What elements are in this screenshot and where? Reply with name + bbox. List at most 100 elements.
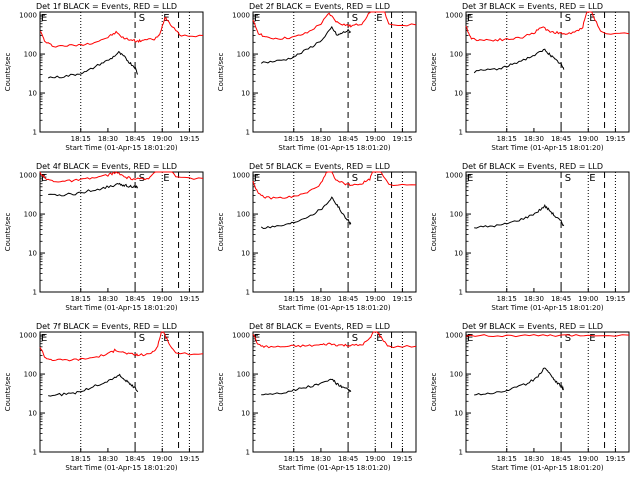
x-tick-label: 18:30 <box>311 135 331 143</box>
series-red-lld <box>252 171 417 200</box>
chart-title: Det 9f BLACK = Events, RED = LLD <box>462 322 603 331</box>
x-tick-label: 18:15 <box>284 455 304 463</box>
y-tick-label: 1000 <box>19 332 37 340</box>
x-tick-label: 19:00 <box>365 455 385 463</box>
x-tick-label: 18:15 <box>497 135 517 143</box>
chart-title: Det 5f BLACK = Events, RED = LLD <box>249 162 390 171</box>
x-tick-label: 18:15 <box>497 295 517 303</box>
event-marker-E: E <box>376 173 382 184</box>
x-tick-label: 18:30 <box>98 455 118 463</box>
x-tick-label: 18:45 <box>551 455 571 463</box>
event-marker-S: S <box>139 13 145 24</box>
event-marker-S: S <box>565 333 571 344</box>
x-tick-label: 18:30 <box>311 455 331 463</box>
y-tick-label: 10 <box>454 250 463 258</box>
y-axis-label: Counts/sec <box>430 53 438 92</box>
series-black-events <box>260 25 352 64</box>
event-marker-E: E <box>589 333 595 344</box>
series-red-lld <box>39 171 204 183</box>
x-axis-label: Start Time (01-Apr-15 18:01:20) <box>278 464 390 472</box>
y-axis-label: Counts/sec <box>217 373 225 412</box>
event-marker-E: E <box>589 173 595 184</box>
y-axis-label: Counts/sec <box>4 53 12 92</box>
panel-6: Det 6f BLACK = Events, RED = LLD 1 10 100 10… <box>430 162 630 312</box>
x-tick-label: 18:30 <box>98 295 118 303</box>
plot-frame <box>465 11 630 133</box>
plot-frame <box>465 331 630 453</box>
y-axis-label: Counts/sec <box>217 213 225 252</box>
plot-frame <box>465 171 630 293</box>
event-marker-E: E <box>163 173 169 184</box>
panel-7: Det 7f BLACK = Events, RED = LLD 1 10 100 10… <box>4 322 204 472</box>
series-black-events <box>474 367 564 396</box>
x-tick-label: 19:15 <box>605 455 625 463</box>
event-marker-S: S <box>352 173 358 184</box>
event-marker-S: S <box>352 13 358 24</box>
y-tick-label: 10 <box>241 410 250 418</box>
x-tick-label: 18:45 <box>551 135 571 143</box>
x-tick-label: 19:00 <box>578 135 598 143</box>
y-axis-label: Counts/sec <box>430 213 438 252</box>
plot-frame <box>39 11 204 133</box>
chart-title: Det 3f BLACK = Events, RED = LLD <box>462 2 603 11</box>
panel-4: Det 4f BLACK = Events, RED = LLD 1 10 100 10… <box>4 162 204 312</box>
x-tick-label: 18:45 <box>125 295 145 303</box>
x-axis-label: Start Time (01-Apr-15 18:01:20) <box>65 304 177 312</box>
x-tick-label: 19:00 <box>152 455 172 463</box>
series-black-events <box>47 50 139 79</box>
y-axis-label: Counts/sec <box>4 373 12 412</box>
series-black-events <box>473 48 565 74</box>
panel-2: Det 2f BLACK = Events, RED = LLD 1 10 100 10… <box>217 2 417 152</box>
x-tick-label: 18:45 <box>338 135 358 143</box>
chart-title: Det 8f BLACK = Events, RED = LLD <box>249 322 390 331</box>
series-black-events <box>48 182 139 197</box>
event-marker-E: E <box>376 333 382 344</box>
x-axis-label: Start Time (01-Apr-15 18:01:20) <box>491 464 603 472</box>
chart-title: Det 4f BLACK = Events, RED = LLD <box>36 162 177 171</box>
y-tick-label: 1 <box>33 289 37 297</box>
x-tick-label: 18:30 <box>524 135 544 143</box>
event-marker-E: E <box>41 13 47 24</box>
y-tick-label: 10 <box>28 410 37 418</box>
y-tick-label: 100 <box>24 211 37 219</box>
x-tick-label: 18:30 <box>524 455 544 463</box>
y-tick-label: 1 <box>459 129 463 137</box>
x-tick-label: 18:45 <box>338 455 358 463</box>
series-red-lld <box>252 331 417 349</box>
x-tick-label: 18:15 <box>71 135 91 143</box>
x-axis-label: Start Time (01-Apr-15 18:01:20) <box>491 304 603 312</box>
plot-frame <box>39 171 204 293</box>
x-tick-label: 18:45 <box>125 135 145 143</box>
y-tick-label: 100 <box>450 211 463 219</box>
y-tick-label: 100 <box>450 371 463 379</box>
event-marker-E: E <box>41 333 47 344</box>
x-axis-label: Start Time (01-Apr-15 18:01:20) <box>65 144 177 152</box>
plot-frame <box>252 331 417 453</box>
event-marker-E: E <box>254 13 260 24</box>
x-tick-label: 19:00 <box>578 295 598 303</box>
x-tick-label: 18:45 <box>125 455 145 463</box>
y-tick-label: 100 <box>237 51 250 59</box>
x-tick-label: 18:45 <box>551 295 571 303</box>
panel-5: Det 5f BLACK = Events, RED = LLD 1 10 100 10… <box>217 162 417 312</box>
y-tick-label: 1 <box>459 289 463 297</box>
x-tick-label: 18:15 <box>71 455 91 463</box>
panel-1: Det 1f BLACK = Events, RED = LLD 1 10 100 10… <box>4 2 204 152</box>
y-axis-label: Counts/sec <box>4 213 12 252</box>
x-tick-label: 19:00 <box>578 455 598 463</box>
event-marker-E: E <box>589 13 595 24</box>
y-axis-label: Counts/sec <box>217 53 225 92</box>
y-tick-label: 10 <box>28 90 37 98</box>
y-tick-label: 1000 <box>445 332 463 340</box>
y-tick-label: 1000 <box>19 172 37 180</box>
x-tick-label: 19:00 <box>152 135 172 143</box>
x-tick-label: 18:15 <box>497 455 517 463</box>
y-tick-label: 100 <box>237 211 250 219</box>
y-tick-label: 1 <box>459 449 463 457</box>
y-tick-label: 1000 <box>232 332 250 340</box>
y-tick-label: 100 <box>237 371 250 379</box>
series-red-lld <box>39 331 204 362</box>
y-tick-label: 1000 <box>232 12 250 20</box>
x-axis-label: Start Time (01-Apr-15 18:01:20) <box>278 144 390 152</box>
